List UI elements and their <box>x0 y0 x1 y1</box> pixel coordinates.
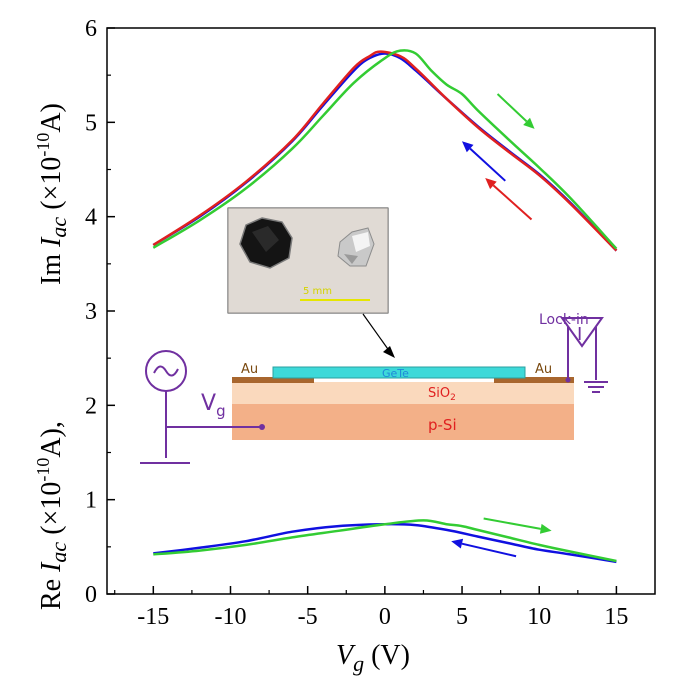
series-layer <box>152 49 618 564</box>
direction-arrow-head <box>539 523 552 534</box>
y-tick-label: 6 <box>85 16 97 42</box>
x-tick-label: -5 <box>298 604 318 630</box>
y-tick-label: 5 <box>85 110 97 136</box>
au-electrode-right <box>494 377 574 383</box>
lockin-contact-dot <box>565 377 571 383</box>
direction-arrow <box>483 517 541 530</box>
arrows-layer <box>451 93 552 558</box>
y-tick-label: 1 <box>85 488 97 514</box>
gete-flake <box>272 366 526 379</box>
psi-layer <box>232 404 574 440</box>
sio2-label: SiO2 <box>428 386 456 403</box>
au-electrode-left <box>232 377 314 383</box>
device-schematic: GeTe Au Au SiO2 p-Si Vg I Lock-in <box>140 312 608 464</box>
psi-label: p-Si <box>428 416 457 434</box>
direction-arrow <box>461 542 517 558</box>
inset-photo: 5 mm <box>227 207 389 314</box>
dark-crystal-icon <box>239 217 293 269</box>
x-tick-label: 10 <box>527 604 551 630</box>
x-tick-label: 15 <box>604 604 628 630</box>
axis-ticks: -15 -10 -5 0 5 10 15 0 1 2 3 4 5 6 <box>85 16 628 630</box>
series-line-re <box>153 522 617 564</box>
lockin-circuit <box>560 317 608 393</box>
x-tick-label: -10 <box>214 604 246 630</box>
gete-label: GeTe <box>382 367 409 380</box>
sio2-layer <box>232 382 574 404</box>
y-tick-label: 3 <box>85 299 97 325</box>
silver-crystal-icon <box>337 227 375 267</box>
gate-circuit <box>140 350 262 464</box>
x-tick-label: 0 <box>379 604 391 630</box>
lockin-amplifier-icon <box>560 317 604 348</box>
vg-label: Vg <box>201 391 226 420</box>
direction-arrow-head <box>462 141 474 153</box>
inset-pointer-head <box>383 346 395 358</box>
y-tick-label: 4 <box>85 205 97 231</box>
direction-arrow <box>492 184 533 221</box>
y-tick-label: 0 <box>85 582 97 608</box>
lockin-symbol: I <box>577 324 582 345</box>
y-axis-label-re: Re Iac (×10-10A), <box>33 421 71 610</box>
direction-arrow-head <box>523 117 535 129</box>
x-axis-label: Vg (V) <box>336 640 410 676</box>
y-axis-label-im: Im Iac (×10-10A) <box>33 103 71 285</box>
series-line-re <box>153 519 617 563</box>
x-tick-label: -15 <box>137 604 169 630</box>
inset-pointer-line <box>362 313 391 353</box>
series-line-im <box>152 49 618 250</box>
direction-arrow <box>496 93 528 123</box>
lockin-label: Lock-in <box>539 312 589 328</box>
au-label-right: Au <box>535 362 552 377</box>
direction-arrow <box>469 147 506 182</box>
gate-contact-dot <box>259 424 265 430</box>
x-tick-label: 5 <box>456 604 468 630</box>
au-label-left: Au <box>241 362 258 377</box>
direction-arrow-head <box>451 538 464 549</box>
y-tick-label: 2 <box>85 393 97 419</box>
direction-arrow-head <box>485 178 497 190</box>
scale-bar-label: 5 mm <box>303 286 332 297</box>
